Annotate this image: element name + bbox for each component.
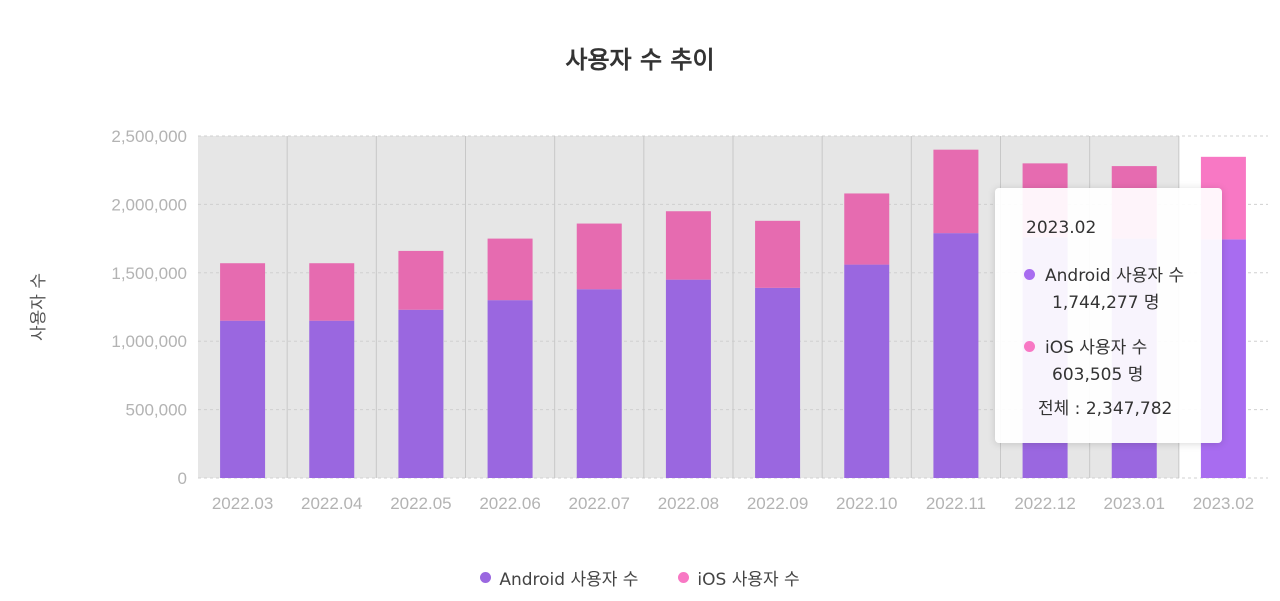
x-tick-label: 2022.12 bbox=[1014, 494, 1075, 513]
tooltip-ios-row: iOS 사용자 수 bbox=[1024, 333, 1147, 358]
bar-android bbox=[844, 264, 890, 478]
legend-item-android[interactable]: Android 사용자 수 bbox=[480, 565, 638, 590]
tooltip-total: 전체 : 2,347,782 bbox=[1038, 399, 1173, 419]
x-tick-label: 2022.07 bbox=[569, 494, 630, 513]
tooltip-android-dot-icon bbox=[1024, 269, 1035, 280]
x-tick-label: 2022.05 bbox=[390, 494, 451, 513]
chart-legend: Android 사용자 수 iOS 사용자 수 bbox=[0, 565, 1280, 590]
x-tick-label: 2022.03 bbox=[212, 494, 273, 513]
bar-android bbox=[309, 320, 355, 478]
bar-ios bbox=[576, 223, 622, 290]
bar-ios bbox=[844, 193, 890, 265]
bar-ios bbox=[220, 263, 266, 321]
bar-android bbox=[220, 320, 266, 478]
x-tick-label: 2023.02 bbox=[1193, 494, 1254, 513]
bar-android bbox=[398, 309, 444, 478]
x-tick-label: 2022.10 bbox=[836, 494, 897, 513]
tooltip-android-value: 1,744,277 명 bbox=[1052, 293, 1160, 313]
legend-item-ios[interactable]: iOS 사용자 수 bbox=[678, 565, 800, 590]
tooltip-android-label: Android 사용자 수 bbox=[1045, 266, 1185, 286]
bar-ios bbox=[398, 250, 444, 310]
bar-android bbox=[487, 300, 533, 478]
bar-ios bbox=[933, 149, 979, 234]
bar-android bbox=[665, 279, 711, 478]
bar-ios bbox=[487, 238, 533, 301]
y-tick-label: 1,000,000 bbox=[111, 332, 187, 351]
bar-ios bbox=[755, 220, 801, 288]
x-tick-label: 2022.06 bbox=[479, 494, 540, 513]
tooltip-ios-value: 603,505 명 bbox=[1052, 365, 1144, 385]
legend-android-dot-icon bbox=[480, 572, 492, 583]
bar-ios bbox=[309, 263, 355, 321]
x-tick-label: 2023.01 bbox=[1104, 494, 1165, 513]
legend-ios-label: iOS 사용자 수 bbox=[697, 570, 800, 590]
y-tick-label: 2,000,000 bbox=[111, 195, 187, 214]
bar-ios bbox=[665, 211, 711, 280]
tooltip-date: 2023.02 bbox=[1026, 218, 1097, 238]
bar-android bbox=[933, 233, 979, 478]
bar-android bbox=[755, 287, 801, 478]
x-tick-label: 2022.08 bbox=[658, 494, 719, 513]
y-tick-label: 2,500,000 bbox=[111, 127, 187, 146]
legend-android-label: Android 사용자 수 bbox=[499, 570, 639, 590]
tooltip-android-row: Android 사용자 수 bbox=[1024, 261, 1184, 286]
y-axis-label: 사용자 수 bbox=[29, 273, 49, 341]
tooltip-ios-dot-icon bbox=[1024, 341, 1035, 352]
legend-ios-dot-icon bbox=[678, 572, 690, 583]
x-tick-label: 2022.11 bbox=[926, 494, 986, 513]
y-tick-label: 1,500,000 bbox=[111, 264, 187, 283]
x-tick-label: 2022.09 bbox=[747, 494, 808, 513]
chart-title: 사용자 수 추이 bbox=[565, 46, 715, 74]
y-tick-label: 500,000 bbox=[126, 401, 187, 420]
bar-android bbox=[576, 289, 622, 478]
hover-tooltip: 2023.02 Android 사용자 수 1,744,277 명 iOS 사용… bbox=[995, 188, 1222, 443]
x-tick-label: 2022.04 bbox=[301, 494, 362, 513]
y-tick-label: 0 bbox=[178, 469, 187, 488]
tooltip-ios-label: iOS 사용자 수 bbox=[1045, 338, 1148, 358]
